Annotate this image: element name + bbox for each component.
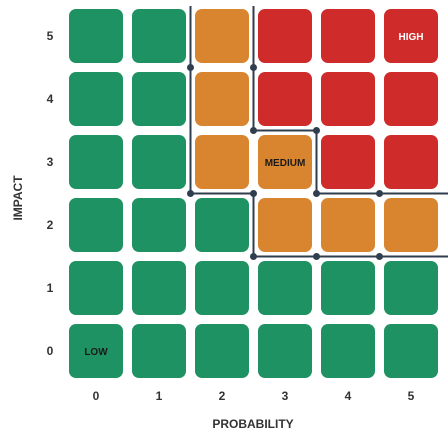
zone-labels: HIGH MEDIUM LOW: [84, 32, 423, 358]
cell-p5-i1: [384, 261, 438, 315]
y-tick-2: 2: [47, 218, 54, 232]
cell-p0-i3: [69, 135, 123, 189]
y-axis-title: IMPACT: [11, 175, 25, 221]
x-tick-1: 1: [156, 389, 163, 403]
cell-p2-i5: [195, 9, 249, 63]
cell-p3-i2: [258, 198, 312, 252]
boundary-node: [376, 190, 383, 197]
x-axis-ticks: 0 1 2 3 4 5: [93, 389, 415, 403]
zone-label-high: HIGH: [399, 32, 424, 43]
boundary-node: [313, 253, 320, 260]
zone-label-medium: MEDIUM: [265, 158, 306, 169]
boundary-node: [376, 253, 383, 260]
x-tick-2: 2: [219, 389, 226, 403]
boundary-node: [313, 127, 320, 134]
cell-p2-i4: [195, 72, 249, 126]
boundary-node: [187, 64, 194, 71]
cell-p1-i4: [132, 72, 186, 126]
cell-p1-i5: [132, 9, 186, 63]
cell-p5-i3: [384, 135, 438, 189]
boundary-node: [250, 64, 257, 71]
boundary-node: [250, 127, 257, 134]
cell-p4-i5: [321, 9, 375, 63]
matrix-cells: [69, 9, 438, 378]
x-axis-title: PROBABILITY: [212, 417, 293, 431]
cell-p4-i1: [321, 261, 375, 315]
cell-p3-i4: [258, 72, 312, 126]
boundary-node: [313, 190, 320, 197]
cell-p1-i3: [132, 135, 186, 189]
cell-p1-i2: [132, 198, 186, 252]
cell-p2-i2: [195, 198, 249, 252]
cell-p3-i5: [258, 9, 312, 63]
cell-p3-i1: [258, 261, 312, 315]
cell-p3-i3: [258, 135, 312, 189]
cell-p1-i0: [132, 324, 186, 378]
cell-p4-i3: [321, 135, 375, 189]
y-tick-5: 5: [47, 29, 54, 43]
boundary-node: [187, 190, 194, 197]
cell-p5-i2: [384, 198, 438, 252]
cell-p5-i0: [384, 324, 438, 378]
cell-p5-i5: [384, 9, 438, 63]
cell-p0-i1: [69, 261, 123, 315]
cell-p2-i1: [195, 261, 249, 315]
y-tick-4: 4: [47, 92, 54, 106]
cell-p0-i2: [69, 198, 123, 252]
x-tick-0: 0: [93, 389, 100, 403]
y-tick-1: 1: [47, 281, 54, 295]
y-axis-ticks: 0 1 2 3 4 5: [47, 29, 54, 358]
cell-p0-i0: [69, 324, 123, 378]
x-tick-5: 5: [408, 389, 415, 403]
y-tick-0: 0: [47, 344, 54, 358]
x-tick-3: 3: [282, 389, 289, 403]
cell-p4-i0: [321, 324, 375, 378]
cell-p4-i2: [321, 198, 375, 252]
y-tick-3: 3: [47, 155, 54, 169]
cell-p2-i0: [195, 324, 249, 378]
zone-boundaries: [187, 6, 448, 260]
boundary-node: [250, 253, 257, 260]
cell-p5-i4: [384, 72, 438, 126]
cell-p0-i4: [69, 72, 123, 126]
cell-p0-i5: [69, 9, 123, 63]
cell-p4-i4: [321, 72, 375, 126]
cell-p3-i0: [258, 324, 312, 378]
cell-p2-i3: [195, 135, 249, 189]
boundary-node: [250, 190, 257, 197]
cell-p1-i1: [132, 261, 186, 315]
x-tick-4: 4: [345, 389, 352, 403]
zone-label-low: LOW: [84, 347, 108, 358]
